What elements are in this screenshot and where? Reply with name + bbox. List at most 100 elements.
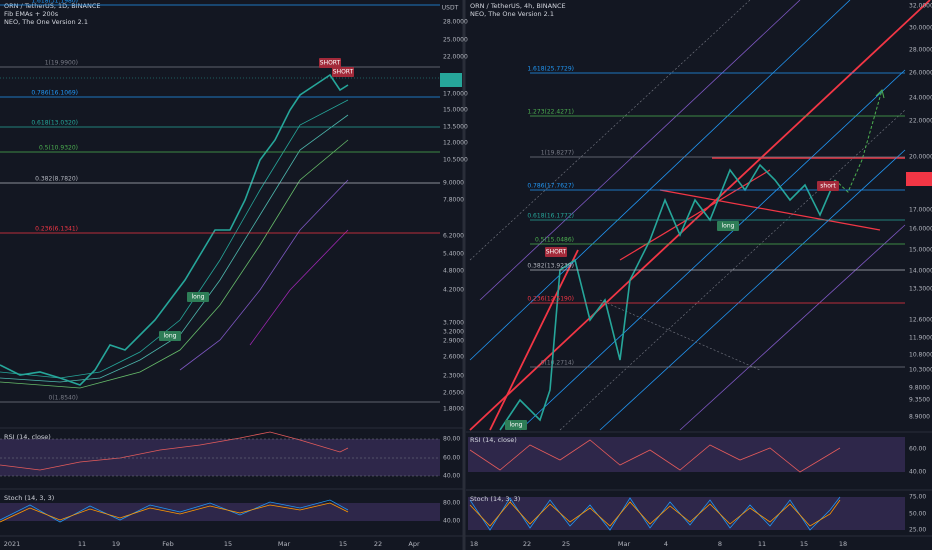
- chart-header: NEO, The One Version 2.1: [470, 10, 554, 18]
- signal-label: long: [722, 223, 735, 230]
- price-axis-label: 32.0000: [909, 3, 932, 10]
- price-axis-label: 10.8000: [909, 352, 932, 359]
- signal-tag: [505, 420, 527, 430]
- date-label: 22: [374, 540, 382, 548]
- price-axis-label: 5.4000: [443, 251, 464, 258]
- date-label: Feb: [162, 540, 174, 548]
- fib-label: 0.236(12.5190): [527, 296, 574, 303]
- price-axis-label: 2.9000: [443, 338, 464, 345]
- price-axis-label: 8.9000: [909, 414, 930, 421]
- price-axis-label: 28.0000: [443, 19, 468, 26]
- price-axis-label: 4.8000: [443, 268, 464, 275]
- indicator-axis-label: 50.00: [909, 511, 926, 518]
- price-axis-label: 9.0000: [443, 180, 464, 187]
- price-axis-label: 30.0000: [909, 25, 932, 32]
- date-label: Mar: [618, 540, 631, 548]
- fib-label: 1(19.8277): [541, 150, 574, 157]
- indicator-axis-label: 40.00: [443, 518, 460, 525]
- price-axis-label: 3.2000: [443, 329, 464, 336]
- price-axis-label: 22.0000: [909, 118, 932, 125]
- date-label: 19: [112, 540, 120, 548]
- indicator-title: RSI (14, close): [470, 436, 517, 444]
- indicator-axis-label: 40.00: [909, 469, 926, 476]
- fib-label: 0(1.8540): [49, 395, 79, 402]
- price-axis-label: 12.6000: [909, 317, 932, 324]
- price-axis-label: 10.3000: [909, 367, 932, 374]
- signal-label: SHORT: [546, 249, 567, 256]
- price-axis-label: 13.5000: [443, 124, 468, 131]
- fib-label: 0.382(13.9239): [527, 263, 574, 270]
- fib-label: 1.273(22.4271): [527, 109, 574, 116]
- price-axis-label: 20.0000: [909, 154, 932, 161]
- price-axis-label: 2.3000: [443, 373, 464, 380]
- price-axis-label: 9.3500: [909, 397, 930, 404]
- signal-tag: [545, 247, 567, 257]
- date-label: 18: [839, 540, 847, 548]
- signal-tag: [817, 181, 839, 191]
- date-label: 2021: [4, 540, 21, 548]
- indicator-axis-label: 40.00: [443, 473, 460, 480]
- indicator-axis-label: 75.00: [909, 494, 926, 501]
- price-axis-label: 26.0000: [909, 70, 932, 77]
- date-label: 18: [470, 540, 478, 548]
- price-axis-label: 15.0000: [443, 107, 468, 114]
- fib-label: 0.618(13.0320): [31, 120, 78, 127]
- price-axis-label: 17.0000: [909, 207, 932, 214]
- date-label: 4: [664, 540, 668, 548]
- indicator-axis-label: 25.00: [909, 527, 926, 534]
- fib-label: 0.5(10.9320): [39, 145, 78, 152]
- signal-tag: [159, 331, 181, 341]
- chart-header: ORN / TetherUS, 1D, BINANCE: [4, 2, 101, 10]
- price-axis-label: 1.8000: [443, 406, 464, 413]
- date-label: 11: [758, 540, 766, 548]
- price-axis-label: 9.8000: [909, 385, 930, 392]
- signal-label: long: [192, 294, 205, 301]
- price-axis-label: 10.5000: [443, 157, 468, 164]
- price-axis-label: 28.0000: [909, 47, 932, 54]
- date-label: 22: [523, 540, 531, 548]
- price-axis-label: 7.8000: [443, 197, 464, 204]
- signal-label: SHORT: [320, 60, 341, 67]
- date-label: Mar: [278, 540, 291, 548]
- price-axis-label: 25.0000: [443, 37, 468, 44]
- signal-tag: [332, 67, 354, 77]
- chart-header: ORN / TetherUS, 4h, BINANCE: [470, 2, 566, 10]
- indicator-title: Stoch (14, 3, 3): [470, 495, 520, 503]
- date-label: 15: [339, 540, 347, 548]
- signal-label: long: [510, 422, 523, 429]
- indicator-axis-label: 80.00: [443, 436, 460, 443]
- signal-label: long: [164, 333, 177, 340]
- signal-tag: [187, 292, 209, 302]
- chart-header: Fib EMAs + 200s: [4, 10, 59, 18]
- price-axis-label: 24.0000: [909, 95, 932, 102]
- indicator-axis-label: 60.00: [909, 446, 926, 453]
- price-axis-label: 3.7000: [443, 320, 464, 327]
- price-axis-label: 22.0000: [443, 54, 468, 61]
- price-axis-label: 16.0000: [909, 226, 932, 233]
- price-axis-label: 14.0000: [909, 268, 932, 275]
- date-label: Apr: [408, 540, 420, 548]
- date-label: 8: [718, 540, 722, 548]
- fib-label: 0.618(16.1772): [527, 213, 574, 220]
- price-axis-label: 17.0000: [443, 91, 468, 98]
- indicator-axis-label: 60.00: [443, 455, 460, 462]
- chart-header: NEO, The One Version 2.1: [4, 18, 88, 26]
- date-label: 15: [800, 540, 808, 548]
- indicator-title: Stoch (14, 3, 3): [4, 494, 54, 502]
- indicator-title: RSI (14, close): [4, 433, 51, 441]
- indicator-axis-label: 80.00: [443, 500, 460, 507]
- price-axis-label: 2.6000: [443, 354, 464, 361]
- fib-label: 0.786(17.7627): [527, 183, 574, 190]
- date-label: 25: [562, 540, 570, 548]
- fib-label: 1.618(31.1980): [31, 0, 78, 5]
- date-label: 15: [224, 540, 232, 548]
- date-label: 11: [78, 540, 86, 548]
- fib-label: 0.382(8.7820): [35, 176, 78, 183]
- fib-label: 0(10.2714): [541, 360, 574, 367]
- price-axis-label: 11.9000: [909, 335, 932, 342]
- fib-label: 0.786(16.1069): [31, 90, 78, 97]
- price-axis-label: 12.0000: [443, 140, 468, 147]
- price-axis-label: 2.0500: [443, 390, 464, 397]
